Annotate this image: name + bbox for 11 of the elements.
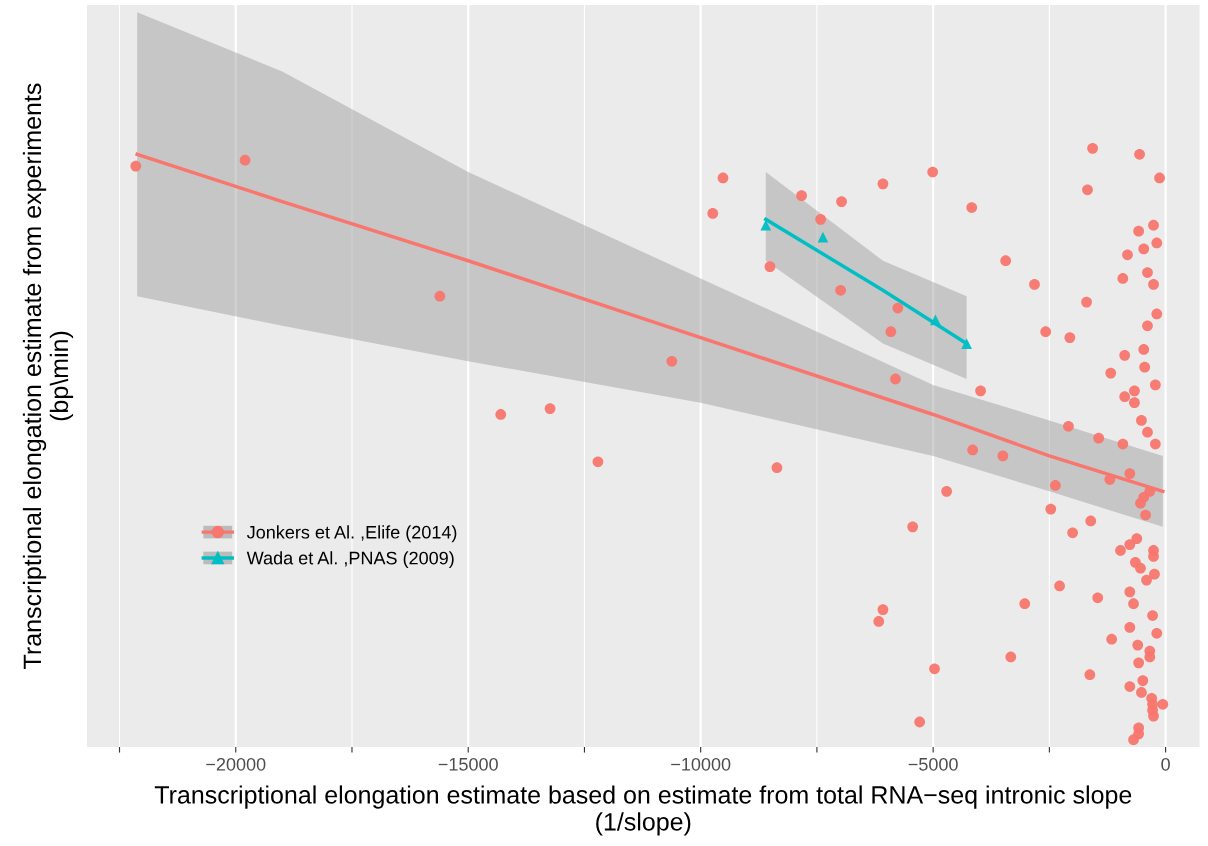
point	[961, 338, 972, 349]
x-tick-label: 0	[1161, 757, 1170, 771]
y-axis-title: Transcriptional elongation estimate from experiments (bp\min)	[22, 83, 74, 669]
x-tick-label: −10000	[671, 757, 731, 771]
x-tick-label: −5000	[908, 757, 958, 771]
x-tick-label: −20000	[206, 757, 266, 771]
legend-label: Jonkers et Al. ,Elife (2014)	[246, 525, 457, 543]
x-tick-label: −15000	[438, 757, 498, 771]
legend-label: Wada et Al. ,PNAS (2009)	[246, 551, 454, 569]
x-axis-title: Transcriptional elongation estimate based on estimate from total RNA−seq intronic slope (1/slope)	[154, 785, 1132, 836]
point	[930, 314, 941, 326]
